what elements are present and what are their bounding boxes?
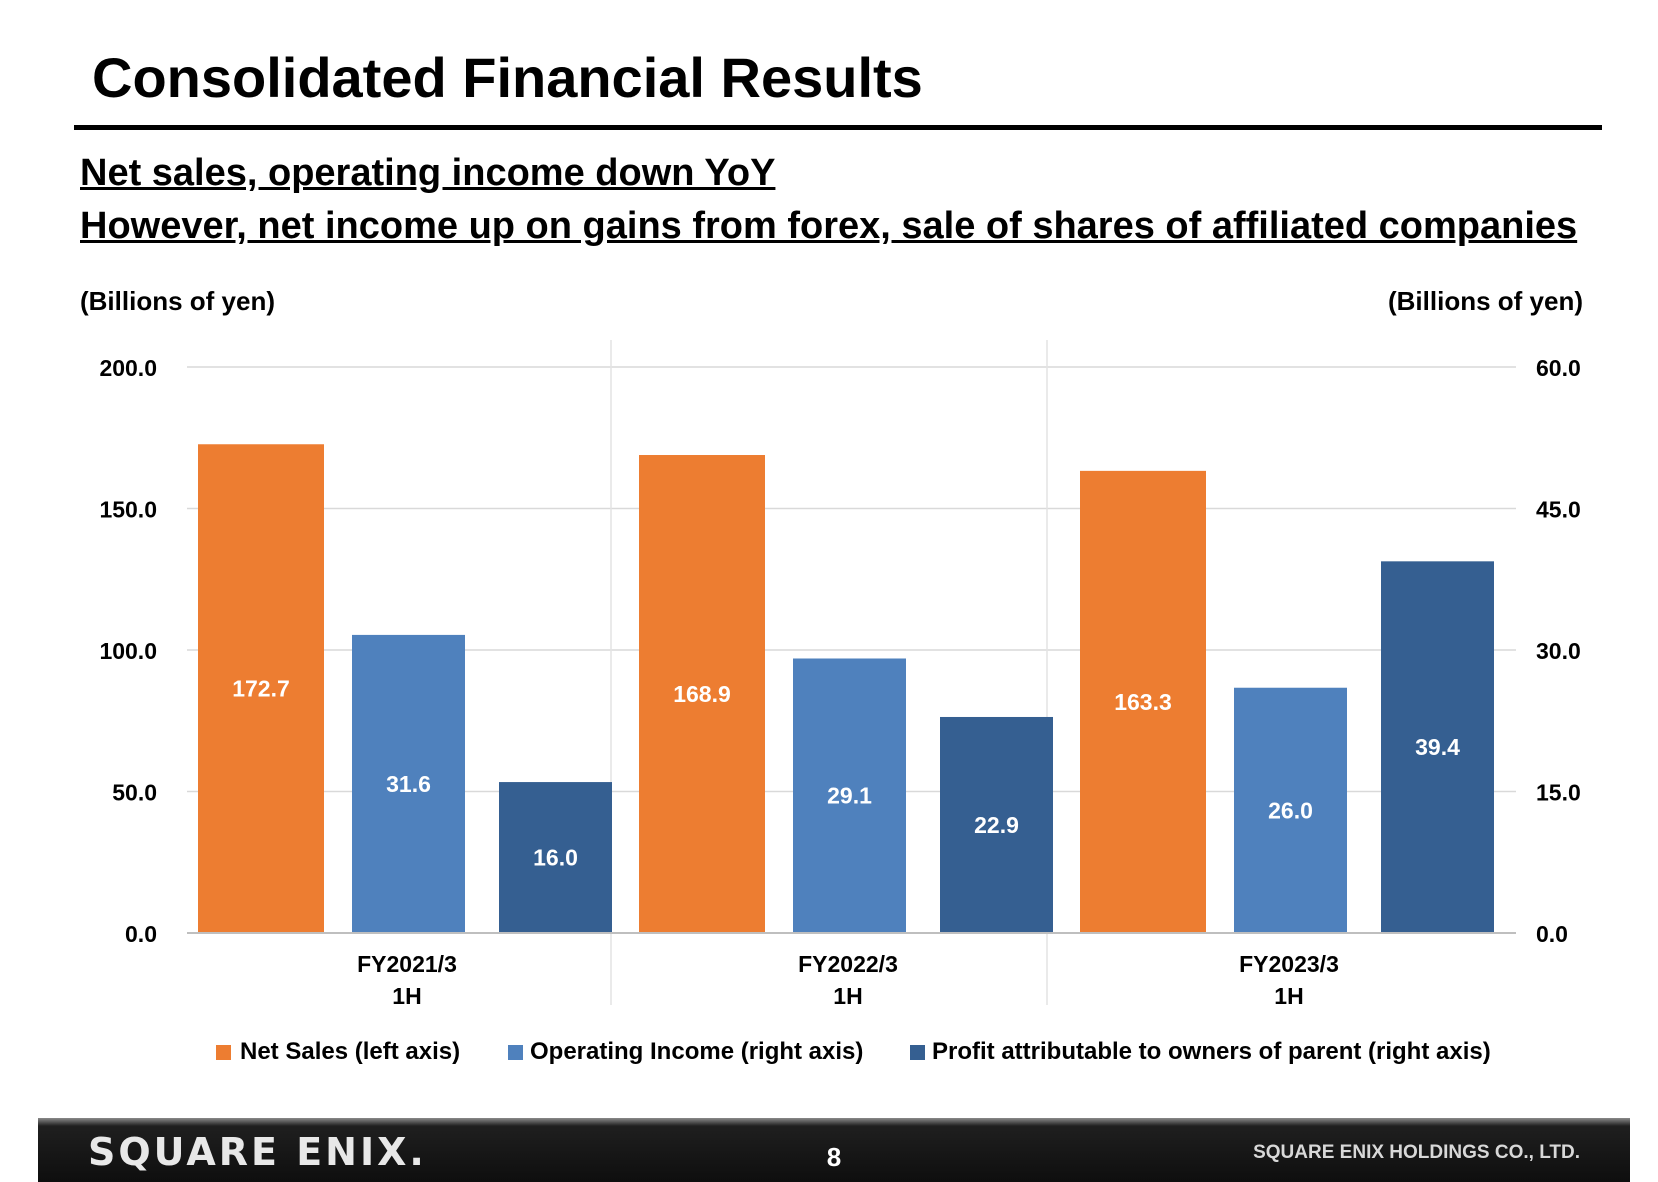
headline-1: Net sales, operating income down YoY xyxy=(80,152,776,194)
legend-swatch-net-sales xyxy=(216,1045,231,1060)
bar-data-label: 163.3 xyxy=(1114,689,1172,715)
bar-data-label: 39.4 xyxy=(1415,734,1460,760)
bar-data-label: 22.9 xyxy=(974,812,1019,838)
legend-swatch-operating-income xyxy=(508,1045,523,1060)
company-name: SQUARE ENIX HOLDINGS CO., LTD. xyxy=(1253,1142,1580,1163)
bar-net-sales xyxy=(639,455,765,933)
category-label: FY2023/3 xyxy=(1239,951,1339,977)
category-label: FY2021/3 xyxy=(357,951,457,977)
bar-profit xyxy=(499,782,612,933)
bar-data-label: 16.0 xyxy=(533,845,578,871)
bar-data-label: 29.1 xyxy=(827,783,872,809)
footer-bar: SQUARE ENIX. 8 SQUARE ENIX HOLDINGS CO.,… xyxy=(38,1118,1630,1182)
bar-data-label: 26.0 xyxy=(1268,797,1313,823)
bar-net-sales xyxy=(198,444,324,933)
left-axis-unit: (Billions of yen) xyxy=(80,286,275,316)
category-label: FY2022/3 xyxy=(798,951,898,977)
company-logo: SQUARE ENIX. xyxy=(88,1130,427,1174)
bar-operating-income xyxy=(352,634,465,933)
bar-operating-income xyxy=(793,658,906,933)
bar-data-label: 31.6 xyxy=(386,771,431,797)
right-axis-tick-label: 15.0 xyxy=(1536,780,1581,806)
left-axis-tick-label: 50.0 xyxy=(112,780,157,806)
page-title: Consolidated Financial Results xyxy=(92,46,923,109)
bar-data-label: 172.7 xyxy=(232,676,290,702)
title-divider xyxy=(74,125,1602,130)
category-label-period: 1H xyxy=(392,983,421,1009)
legend-swatch-profit xyxy=(910,1045,925,1060)
right-axis-tick-label: 60.0 xyxy=(1536,355,1581,381)
right-axis-tick-label: 0.0 xyxy=(1536,921,1568,947)
bar-data-label: 168.9 xyxy=(673,681,731,707)
category-label-period: 1H xyxy=(1274,983,1303,1009)
bar-chart: 0.0 50.0 100.0 150.0 200.0 0.0 15.0 30.0 45.0 60.… xyxy=(99,340,1581,1009)
right-axis-unit: (Billions of yen) xyxy=(1388,286,1583,316)
headline-2: However, net income up on gains from for… xyxy=(80,205,1578,247)
legend-label-operating-income: Operating Income (right axis) xyxy=(530,1038,864,1065)
page-number: 8 xyxy=(826,1142,842,1172)
category-label-period: 1H xyxy=(833,983,862,1009)
right-axis-tick-label: 45.0 xyxy=(1536,497,1581,523)
left-axis-tick-label: 200.0 xyxy=(99,355,157,381)
left-axis-tick-label: 0.0 xyxy=(125,921,157,947)
left-axis-tick-label: 100.0 xyxy=(99,638,157,664)
legend-label-profit: Profit attributable to owners of parent … xyxy=(932,1038,1491,1065)
left-axis-tick-label: 150.0 xyxy=(99,497,157,523)
chart-legend: Net Sales (left axis) Operating Income (… xyxy=(0,1035,1658,1069)
bar-operating-income xyxy=(1234,687,1347,933)
right-axis-tick-label: 30.0 xyxy=(1536,638,1581,664)
legend-label-net-sales: Net Sales (left axis) xyxy=(240,1038,461,1065)
bar-net-sales xyxy=(1080,470,1206,933)
bar-profit xyxy=(1381,561,1494,933)
bar-profit xyxy=(940,716,1053,933)
